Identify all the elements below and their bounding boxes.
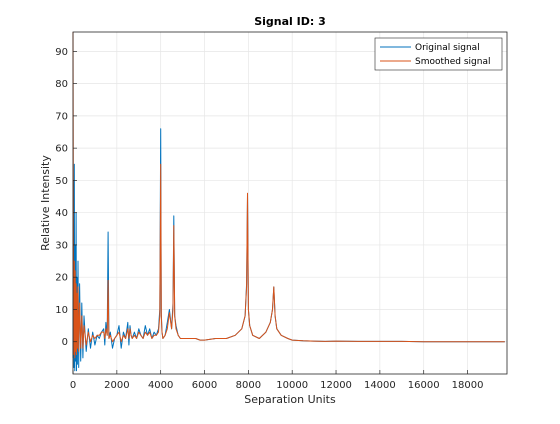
x-tick-label: 8000 — [236, 380, 261, 391]
y-tick-label: 30 — [55, 240, 68, 251]
x-tick-label: 12000 — [320, 380, 352, 391]
y-tick-label: 10 — [55, 305, 68, 316]
tick-labels: 0 2000 4000 6000 8000 10000 12000 14000 16000 180… — [55, 47, 483, 391]
x-tick-label: 6000 — [192, 380, 217, 391]
y-tick-label: 90 — [55, 47, 68, 58]
x-tick-label: 2000 — [104, 380, 129, 391]
x-tick-label: 14000 — [364, 380, 396, 391]
plot-frame — [72, 31, 508, 375]
y-axis-label: Relative Intensity — [39, 155, 52, 251]
x-axis-label: Separation Units — [244, 393, 336, 406]
chart-title: Signal ID: 3 — [254, 15, 326, 28]
x-tick-label: 0 — [70, 380, 76, 391]
y-tick-label: 50 — [55, 176, 68, 187]
legend-label-smoothed-signal: Smoothed signal — [415, 57, 490, 67]
y-tick-label: 0 — [62, 337, 68, 348]
legend-box — [374, 37, 503, 71]
y-tick-label: 70 — [55, 111, 68, 122]
series-group — [72, 31, 505, 372]
x-tick-label: 18000 — [452, 380, 484, 391]
x-tick-label: 16000 — [408, 380, 440, 391]
x-tick-label: 10000 — [276, 380, 308, 391]
y-tick-label: 60 — [55, 144, 68, 155]
y-tick-label: 80 — [55, 79, 68, 90]
legend-label-original-signal: Original signal — [415, 43, 480, 53]
grid — [72, 32, 507, 374]
plot-area — [73, 32, 507, 374]
y-tick-label: 40 — [55, 208, 68, 219]
series-line-smoothed-signal — [72, 31, 505, 359]
legend: Original signal Smoothed signal — [374, 37, 503, 71]
x-tick-label: 4000 — [148, 380, 173, 391]
y-tick-label: 20 — [55, 273, 68, 284]
